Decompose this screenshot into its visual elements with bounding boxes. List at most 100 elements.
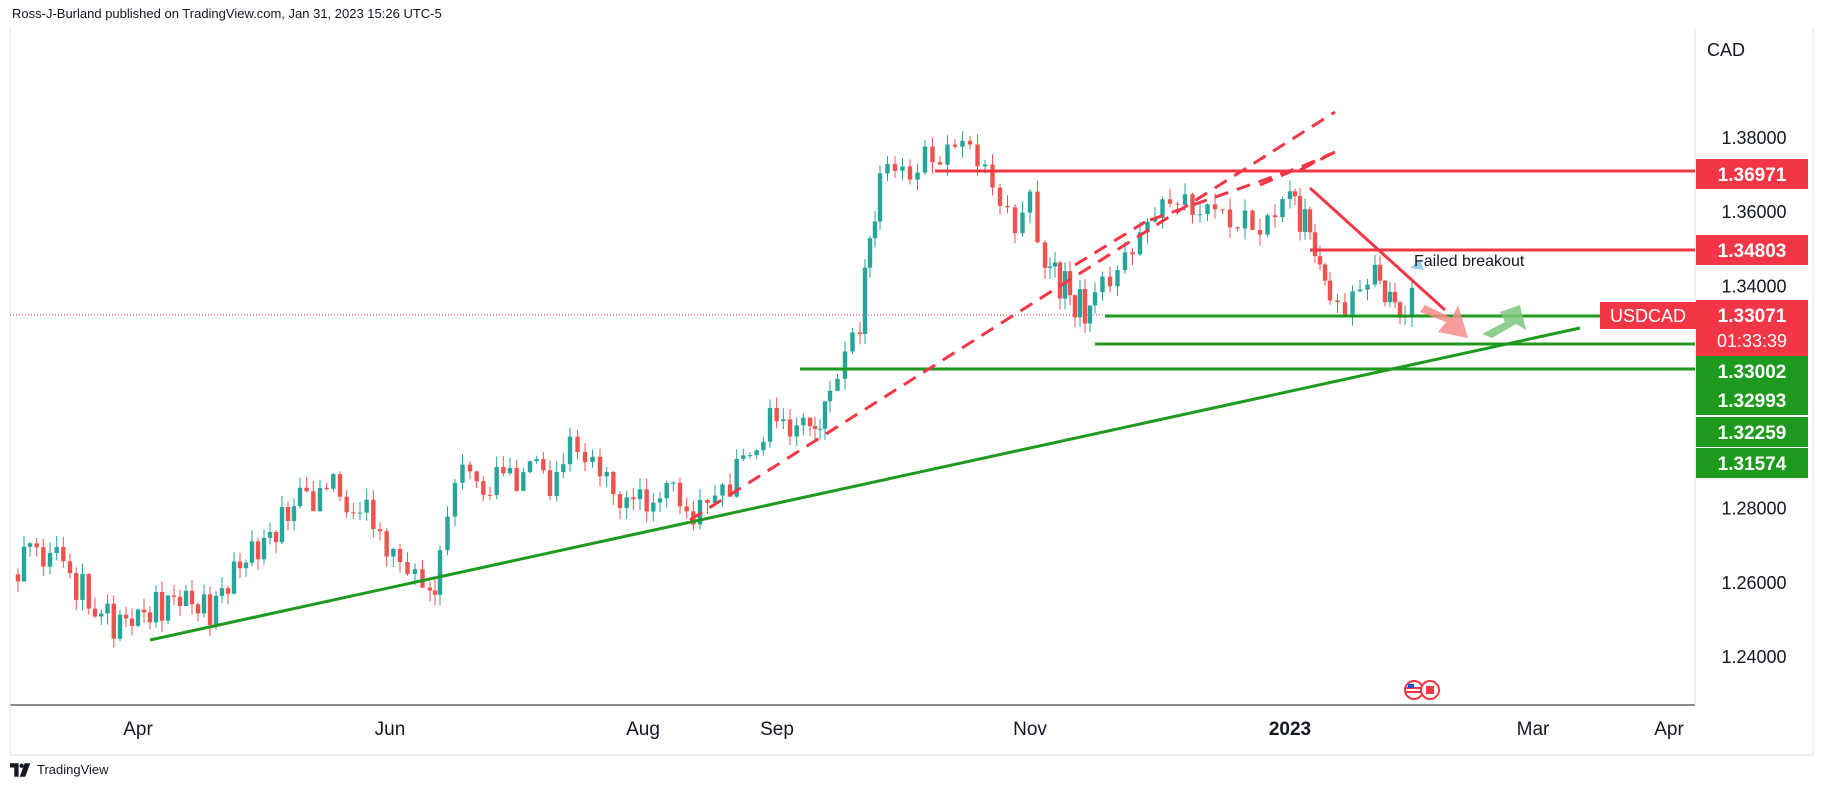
price-tick-label: 1.38000 [1721, 128, 1786, 148]
candle-up [1409, 279, 1415, 328]
candle-up [494, 456, 499, 500]
time-scale[interactable]: Apr Jun Aug Sep Nov 2023 Mar Apr [123, 719, 1684, 740]
candle-down [812, 416, 818, 440]
candle-down [1307, 206, 1313, 240]
level-label-value: 1.33002 [1718, 362, 1787, 383]
candle-down [684, 497, 689, 519]
candle-up [357, 501, 363, 520]
candle-up [1280, 196, 1285, 222]
price-scale[interactable]: 1.38000 1.36000 1.34000 1.28000 1.26000 1.240… [1721, 128, 1786, 667]
price-tick-label: 1.28000 [1721, 499, 1786, 519]
candle-down [937, 156, 943, 165]
candle-up [213, 591, 219, 630]
candle-up [231, 552, 237, 595]
candle-up [862, 259, 868, 345]
level-label-value: 1.32993 [1718, 391, 1787, 412]
candle-down [617, 491, 623, 520]
candle-up [801, 413, 806, 436]
symbol-badge: USDCAD [1600, 302, 1696, 329]
candle-up [561, 453, 566, 479]
candle-up [590, 449, 595, 468]
candle-up [317, 479, 323, 513]
candle-down [644, 478, 649, 523]
candle-up [657, 491, 663, 513]
tradingview-brand: TradingView [37, 762, 109, 777]
candle-down [420, 559, 425, 589]
candle-down [123, 606, 129, 628]
price-tick-label: 1.36000 [1721, 202, 1786, 222]
candle-down [177, 589, 183, 617]
candle-down [171, 584, 177, 606]
time-tick-label: Apr [123, 719, 153, 740]
candle-down [547, 460, 553, 501]
us-flag-canton [1408, 684, 1414, 688]
descending-trendline[interactable] [1308, 186, 1447, 312]
candle-up [842, 341, 848, 390]
candle-up [521, 467, 526, 492]
candle-down [311, 480, 316, 512]
level-label-support: 1.33002 [1696, 356, 1808, 386]
candle-down [1227, 198, 1233, 238]
candle-down [1042, 240, 1048, 280]
candle-up [624, 490, 629, 520]
candle-down [195, 602, 201, 622]
candle-down [481, 476, 486, 502]
candle-up [794, 417, 799, 446]
candle-down [225, 585, 231, 605]
symbol-label: USDCAD [1610, 306, 1686, 326]
channel-line-lower[interactable] [689, 110, 1336, 522]
currency-label: CAD [1707, 40, 1745, 60]
candle-up [261, 529, 267, 565]
candle-up [827, 380, 833, 413]
candle-up [922, 139, 928, 176]
candle-up [291, 498, 297, 531]
time-tick-label: Apr [1654, 719, 1684, 740]
candle-down [189, 579, 195, 615]
bearish-arrow-icon [1420, 305, 1468, 338]
candle-up [1137, 221, 1143, 256]
candle-down [1107, 266, 1113, 293]
candle-up [1372, 255, 1378, 288]
candle-up [135, 608, 141, 628]
candle-down [344, 490, 349, 518]
candle-up [249, 530, 255, 566]
level-labels: 1.36971 1.34803 1.33002 1.32993 1.32259 1.315… [1696, 159, 1808, 478]
candle-up [835, 373, 840, 392]
tradingview-footer[interactable]: TradingView [10, 762, 109, 777]
candle-down [1397, 300, 1403, 325]
channel-extension[interactable] [1299, 150, 1336, 172]
candle-down [397, 543, 403, 573]
candle-up [527, 460, 533, 474]
candle-up [219, 577, 225, 604]
level-label-support: 1.32993 [1696, 385, 1808, 415]
channel-line-upper[interactable] [1074, 220, 1146, 267]
candle-down [597, 448, 603, 487]
candle-down [405, 552, 410, 576]
tradingview-logo-icon [10, 762, 31, 777]
candle-up [1242, 199, 1248, 240]
candle-up [105, 594, 110, 625]
candle-up [741, 448, 746, 462]
support-trendline-long[interactable] [149, 326, 1581, 642]
candle-up [1387, 281, 1393, 308]
time-tick-label: Jun [375, 719, 406, 740]
price-tick-label: 1.24000 [1721, 647, 1786, 667]
candle-up [1052, 252, 1058, 278]
candle-down [41, 538, 46, 576]
candle-up [567, 427, 573, 472]
candle-up [720, 482, 725, 507]
candle-up [534, 455, 539, 464]
candle-up [781, 408, 786, 430]
candle-up [885, 156, 890, 182]
candle-down [324, 482, 329, 491]
candle-down [371, 490, 376, 538]
economic-events[interactable] [1404, 680, 1440, 700]
channel-line-upper-c[interactable] [1259, 150, 1336, 187]
candle-up [1047, 257, 1053, 279]
candle-down [930, 137, 935, 174]
candle-down [705, 498, 710, 514]
candle-down [514, 459, 519, 492]
candle-down [997, 183, 1003, 215]
candle-up [767, 399, 773, 448]
